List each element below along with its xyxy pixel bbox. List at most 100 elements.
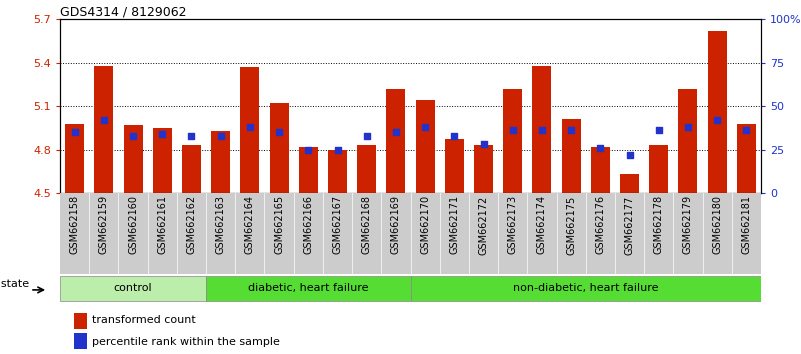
Bar: [644, 193, 674, 274]
Text: GSM662181: GSM662181: [742, 195, 751, 255]
Text: GSM662174: GSM662174: [537, 195, 547, 255]
Bar: [674, 193, 702, 274]
Bar: [737, 124, 756, 193]
Text: GSM662170: GSM662170: [420, 195, 430, 255]
Text: GSM662180: GSM662180: [712, 195, 723, 255]
Text: percentile rank within the sample: percentile rank within the sample: [92, 337, 280, 347]
Text: control: control: [114, 283, 152, 293]
Point: [389, 129, 402, 135]
Bar: [323, 193, 352, 274]
Point: [506, 128, 519, 133]
Text: transformed count: transformed count: [92, 315, 196, 325]
Bar: [498, 193, 527, 274]
Text: GSM662158: GSM662158: [70, 195, 79, 255]
Text: GSM662171: GSM662171: [449, 195, 459, 255]
Bar: [299, 147, 318, 193]
Point: [477, 142, 490, 147]
Bar: [381, 193, 410, 274]
Bar: [527, 193, 557, 274]
Point: [185, 133, 198, 138]
Bar: [74, 333, 87, 349]
Point: [156, 131, 169, 137]
Point: [244, 124, 256, 130]
Bar: [60, 276, 206, 301]
Bar: [147, 193, 177, 274]
Bar: [410, 193, 440, 274]
Bar: [60, 193, 89, 274]
Bar: [74, 313, 87, 329]
Point: [68, 129, 81, 135]
Bar: [240, 67, 260, 193]
Bar: [650, 145, 668, 193]
Text: GSM662169: GSM662169: [391, 195, 401, 255]
Bar: [182, 145, 201, 193]
Point: [652, 128, 665, 133]
Text: GSM662166: GSM662166: [304, 195, 313, 255]
Point: [272, 129, 285, 135]
Text: GSM662165: GSM662165: [274, 195, 284, 255]
Bar: [294, 193, 323, 274]
Text: GSM662179: GSM662179: [683, 195, 693, 255]
Text: disease state: disease state: [0, 279, 29, 289]
Point: [331, 147, 344, 152]
Bar: [65, 124, 84, 193]
Point: [215, 133, 227, 138]
Bar: [591, 147, 610, 193]
Text: GSM662175: GSM662175: [566, 195, 576, 255]
Bar: [615, 193, 644, 274]
Bar: [352, 193, 381, 274]
Bar: [562, 119, 581, 193]
Bar: [474, 145, 493, 193]
Text: GSM662162: GSM662162: [187, 195, 196, 255]
Point: [448, 133, 461, 138]
Text: GSM662161: GSM662161: [157, 195, 167, 255]
Text: GSM662167: GSM662167: [332, 195, 343, 255]
Bar: [410, 276, 761, 301]
Point: [594, 145, 606, 151]
Point: [360, 133, 373, 138]
Bar: [386, 89, 405, 193]
Bar: [123, 125, 143, 193]
Bar: [503, 89, 522, 193]
Bar: [206, 276, 410, 301]
Bar: [557, 193, 586, 274]
Point: [740, 128, 753, 133]
Point: [710, 117, 723, 123]
Point: [302, 147, 315, 152]
Bar: [707, 31, 727, 193]
Text: GSM662176: GSM662176: [595, 195, 606, 255]
Point: [623, 152, 636, 158]
Bar: [445, 139, 464, 193]
Text: GSM662159: GSM662159: [99, 195, 109, 255]
Bar: [206, 193, 235, 274]
Bar: [177, 193, 206, 274]
Bar: [533, 66, 551, 193]
Bar: [328, 150, 347, 193]
Bar: [440, 193, 469, 274]
Bar: [357, 145, 376, 193]
Text: GSM662163: GSM662163: [215, 195, 226, 255]
Bar: [416, 101, 435, 193]
Bar: [678, 89, 698, 193]
Bar: [732, 193, 761, 274]
Bar: [95, 66, 114, 193]
Bar: [211, 131, 230, 193]
Bar: [235, 193, 264, 274]
Point: [536, 128, 549, 133]
Point: [98, 117, 111, 123]
Text: GDS4314 / 8129062: GDS4314 / 8129062: [60, 5, 187, 18]
Text: GSM662168: GSM662168: [362, 195, 372, 255]
Text: GSM662160: GSM662160: [128, 195, 138, 255]
Bar: [702, 193, 732, 274]
Bar: [153, 128, 171, 193]
Bar: [620, 174, 639, 193]
Text: GSM662164: GSM662164: [245, 195, 255, 255]
Text: GSM662173: GSM662173: [508, 195, 517, 255]
Bar: [89, 193, 119, 274]
Text: non-diabetic, heart failure: non-diabetic, heart failure: [513, 283, 658, 293]
Point: [419, 124, 432, 130]
Point: [682, 124, 694, 130]
Point: [565, 128, 578, 133]
Text: GSM662178: GSM662178: [654, 195, 664, 255]
Text: diabetic, heart failure: diabetic, heart failure: [248, 283, 368, 293]
